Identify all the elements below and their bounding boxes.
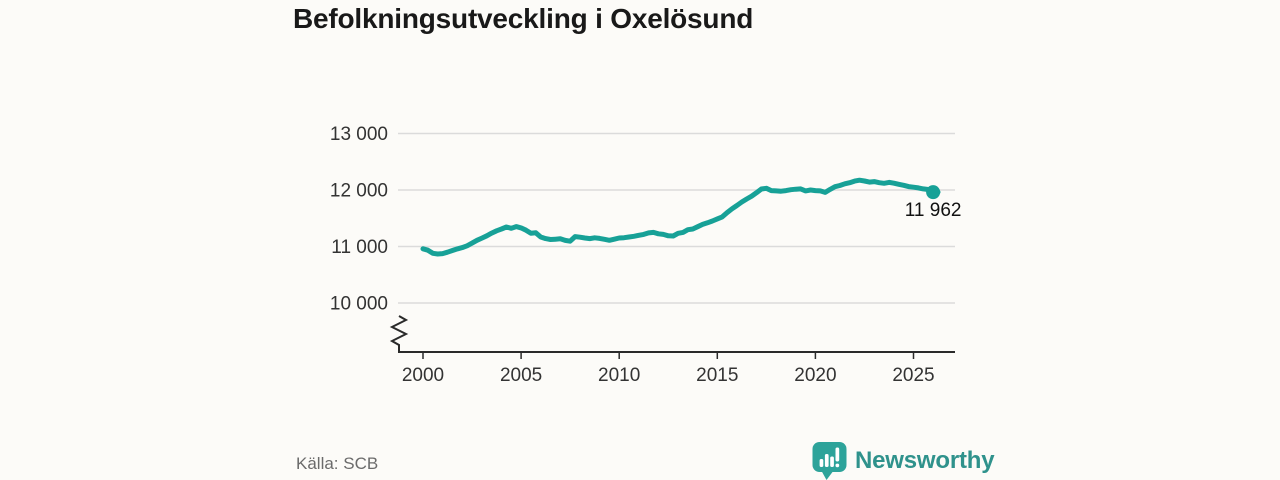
y-tick-label: 10 000 bbox=[330, 294, 388, 315]
end-point-dot bbox=[926, 185, 941, 200]
end-point-label: 11 962 bbox=[905, 200, 962, 221]
newsworthy-logo-icon bbox=[812, 442, 847, 480]
population-line bbox=[420, 177, 941, 257]
newsworthy-branding: Newsworthy bbox=[811, 441, 995, 480]
x-tick-label: 2000 bbox=[402, 365, 444, 386]
y-tick-label: 12 000 bbox=[330, 181, 388, 202]
x-tick-label: 2020 bbox=[794, 365, 836, 386]
population-line-chart: 13 000 12 000 11 000 10 000 2000 2005 2010 2015… bbox=[330, 124, 962, 386]
source-label: Källa: SCB bbox=[296, 454, 379, 473]
y-tick-label: 11 000 bbox=[331, 237, 388, 258]
y-tick-label: 13 000 bbox=[330, 124, 388, 145]
x-tick-label: 2025 bbox=[892, 365, 934, 386]
x-tick-label: 2010 bbox=[598, 365, 640, 386]
x-tick-label: 2005 bbox=[500, 365, 542, 386]
chart-title: Befolkningsutveckling i Oxelösund bbox=[293, 3, 754, 34]
newsworthy-logo-text: Newsworthy bbox=[855, 446, 995, 474]
axis-break-zigzag bbox=[389, 315, 409, 351]
x-tick-label: 2015 bbox=[696, 365, 738, 386]
